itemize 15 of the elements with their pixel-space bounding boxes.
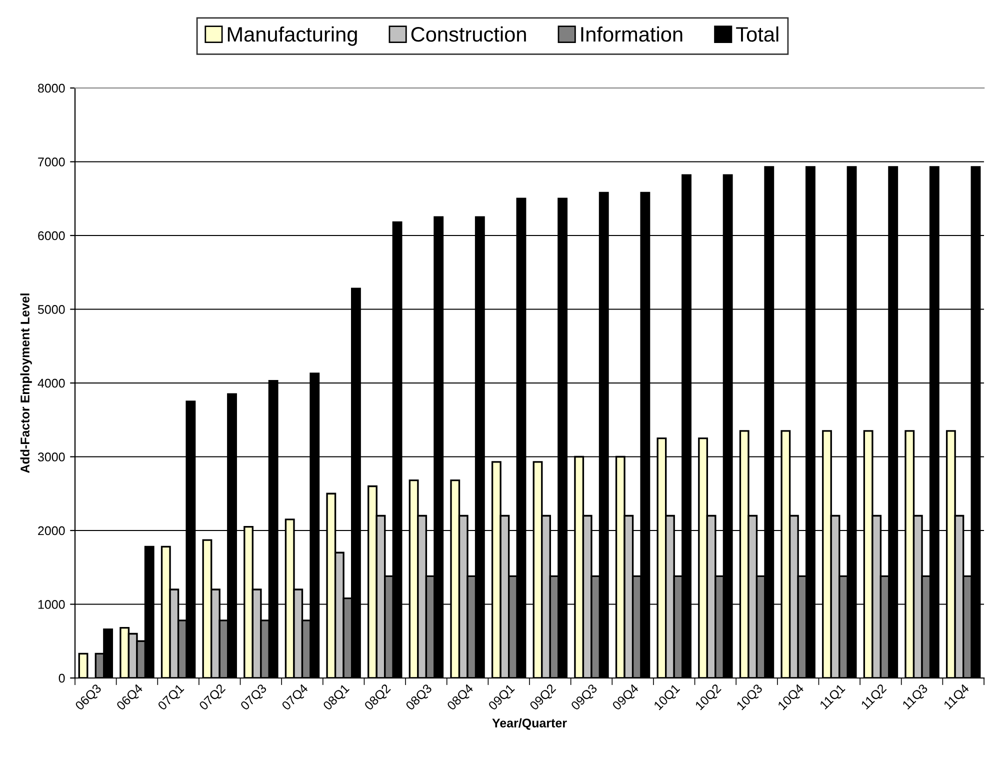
y-tick-label: 3000 (38, 452, 65, 462)
y-axis-title: Add-Factor Employment Level (20, 294, 32, 473)
y-tick-label: 4000 (38, 378, 65, 388)
y-tick-label: 5000 (38, 305, 65, 314)
y-tick-label: 8000 (38, 84, 65, 93)
legend-label: Total (736, 26, 778, 42)
legend-label: Manufacturing (228, 26, 357, 46)
y-tick-label: 1000 (38, 600, 65, 609)
y-tick-label: 6000 (38, 231, 65, 240)
x-axis-title: Year/Quarter (492, 718, 567, 730)
legend-label: Information (581, 26, 682, 42)
legend-label: Construction (411, 26, 526, 42)
y-tick-label: 0 (58, 674, 65, 683)
y-tick-label: 2000 (38, 526, 65, 536)
y-tick-label: 7000 (38, 158, 65, 166)
